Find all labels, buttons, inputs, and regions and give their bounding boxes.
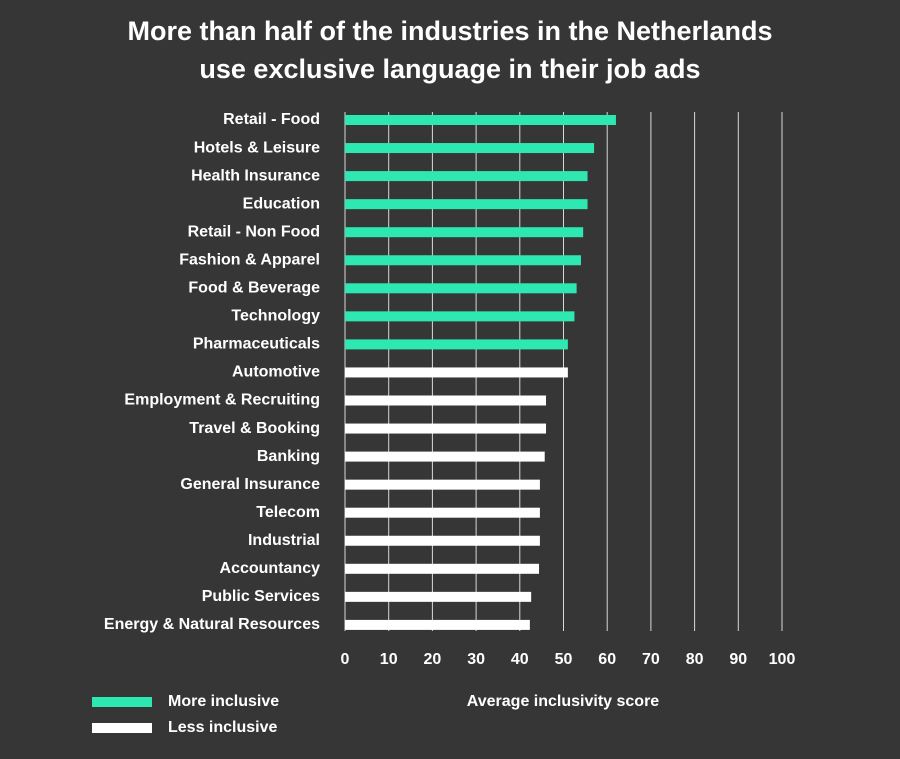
x-tick-label: 60 — [598, 651, 616, 668]
bar — [345, 395, 547, 406]
bar — [345, 479, 540, 490]
legend-swatch — [92, 697, 152, 707]
y-tick-label: Accountancy — [220, 560, 321, 577]
y-tick-label: Food & Beverage — [188, 280, 320, 297]
y-tick-label: Telecom — [256, 504, 320, 521]
bar — [345, 563, 540, 574]
bar — [345, 311, 575, 322]
legend-label: More inclusive — [168, 693, 279, 710]
y-tick-label: Energy & Natural Resources — [104, 616, 320, 633]
y-tick-label: Automotive — [232, 364, 320, 381]
x-tick-label: 30 — [467, 651, 485, 668]
chart-title: More than half of the industries in the … — [127, 16, 773, 84]
bar — [345, 115, 616, 125]
x-tick-label: 80 — [686, 651, 704, 668]
bar — [345, 423, 547, 434]
y-tick-label: Education — [243, 195, 320, 212]
y-tick-label: Pharmaceuticals — [193, 336, 320, 353]
x-tick-label: 0 — [341, 651, 350, 668]
bar — [345, 227, 584, 238]
bar — [345, 199, 588, 210]
x-tick-label: 20 — [424, 651, 442, 668]
bar — [345, 535, 540, 546]
y-tick-label: Hotels & Leisure — [194, 139, 320, 156]
x-tick-label: 90 — [729, 651, 747, 668]
y-tick-label: General Insurance — [180, 476, 320, 493]
legend-swatch — [92, 723, 152, 733]
y-tick-label: Employment & Recruiting — [124, 392, 320, 409]
x-tick-label: 70 — [642, 651, 660, 668]
y-tick-label: Health Insurance — [191, 167, 320, 184]
bar — [345, 451, 545, 462]
legend-label: Less inclusive — [168, 719, 277, 736]
x-tick-label: 10 — [380, 651, 398, 668]
y-tick-label: Travel & Booking — [189, 420, 320, 437]
bar — [345, 619, 530, 630]
y-tick-label: Technology — [231, 308, 320, 325]
x-tick-label: 100 — [769, 651, 796, 668]
bar — [345, 591, 532, 602]
y-tick-label: Public Services — [202, 588, 320, 605]
x-tick-label: 40 — [511, 651, 529, 668]
bar — [345, 339, 568, 350]
x-axis-label: Average inclusivity score — [467, 693, 659, 710]
y-tick-label: Retail - Non Food — [188, 223, 320, 240]
y-tick-label: Banking — [257, 448, 320, 465]
bar — [345, 255, 581, 266]
bar — [345, 171, 588, 182]
y-tick-label: Retail - Food — [223, 111, 320, 128]
bar — [345, 143, 595, 154]
bar — [345, 367, 568, 378]
y-tick-label: Industrial — [248, 532, 320, 549]
bar — [345, 283, 577, 294]
x-tick-label: 50 — [555, 651, 573, 668]
bar — [345, 507, 540, 518]
y-tick-label: Fashion & Apparel — [179, 251, 320, 268]
